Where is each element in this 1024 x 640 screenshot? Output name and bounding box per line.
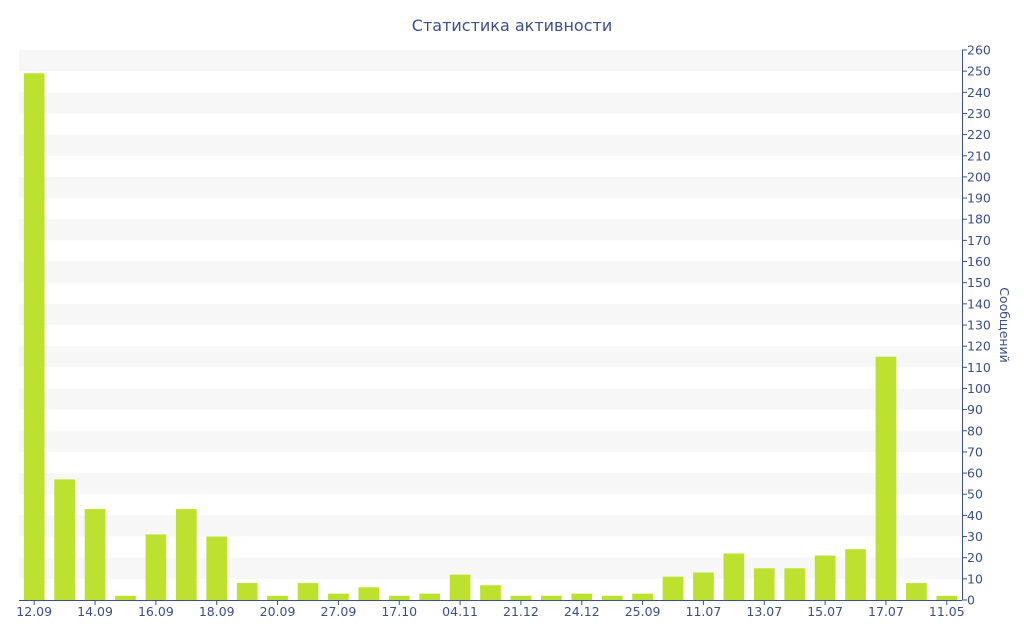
bar-17.09 [175,509,197,600]
bar-04.11 [449,574,471,600]
grid-band [19,473,962,495]
bar-24.12 [571,593,593,600]
x-tick-label: 25.09 [625,604,661,619]
bar-18.09 [206,536,228,600]
chart-title: Статистика активности [412,16,612,35]
y-tick-label: 180 [967,212,991,227]
grid-band [19,303,962,325]
x-tick-label: 17.10 [381,604,417,619]
bar-13.09 [54,479,75,600]
bar-18.07 [906,583,927,600]
y-tick-label: 100 [967,381,991,396]
y-tick-label: 90 [967,402,983,417]
y-tick-label: 110 [967,360,991,375]
bar-17.10 [388,595,410,600]
bar-25.12 [601,595,623,600]
y-tick-label: 0 [967,593,975,608]
y-tick-label: 240 [967,85,991,100]
y-tick-label: 70 [967,444,983,459]
y-tick-label: 60 [967,466,983,481]
y-tick-label: 30 [967,529,983,544]
bar-22.12 [541,595,562,600]
x-tick-label: 12.09 [16,604,52,619]
grid-band [19,261,962,283]
y-tick-label: 120 [967,339,991,354]
x-axis: 12.09 14.09 16.09 18.09 20.09 27.09 17.10 04.11… [16,600,965,619]
bar-15.09 [115,595,136,600]
x-tick-label: 16.09 [138,604,174,619]
y-tick-label: 20 [967,550,983,565]
grid-band [19,176,962,199]
y-tick-label: 160 [967,254,991,269]
bar-14.07 [784,568,806,600]
y-tick-label: 40 [967,508,983,523]
bar-15.07 [814,555,836,600]
bar-12.09 [23,73,45,600]
grid-band [19,50,962,72]
x-tick-label: 11.07 [686,604,722,619]
bar-21.12 [510,595,532,600]
grid-band [19,219,962,241]
grid-band [19,388,962,410]
x-tick-label: 04.11 [442,604,478,619]
grid-band [19,515,962,537]
bar-21.09 [297,583,319,600]
grid-band [19,430,962,452]
bar-16.07 [845,549,866,600]
bar-28.09 [358,587,380,600]
y-tick-label: 130 [967,318,991,333]
y-tick-label: 250 [967,64,991,79]
bar-13.07 [753,568,775,600]
y-axis: 0 10 20 30 40 50 60 70 80 90 100 110 120 130 140 150 160… [962,43,991,608]
x-tick-label: 14.09 [77,604,113,619]
bar-05.11 [480,585,501,600]
x-tick-label: 27.09 [321,604,357,619]
y-axis-title: Сообщений [997,287,1012,363]
y-tick-label: 50 [967,487,983,502]
y-tick-label: 210 [967,148,991,163]
x-tick-label: 24.12 [564,604,600,619]
bar-11.05 [936,595,958,600]
x-tick-label: 15.07 [807,604,843,619]
bar-16.09 [145,534,167,600]
y-tick-label: 200 [967,169,991,184]
bar-14.09 [84,509,106,600]
y-tick-label: 10 [967,571,983,586]
bar-12.07 [723,553,745,600]
y-tick-label: 150 [967,275,991,290]
y-tick-label: 190 [967,191,991,206]
y-tick-label: 80 [967,423,983,438]
y-tick-label: 220 [967,127,991,142]
x-tick-label: 11.05 [929,604,965,619]
y-tick-label: 230 [967,106,991,121]
x-tick-label: 20.09 [260,604,296,619]
x-tick-label: 18.09 [199,604,235,619]
y-tick-label: 260 [967,43,991,58]
bar-20.09 [267,595,288,600]
grid-band [19,134,962,156]
grid-band [19,92,962,114]
grid-band [19,346,962,368]
bar-27.09 [328,593,349,600]
bar-17.07 [875,356,897,600]
bar-series [23,73,958,600]
y-tick-label: 140 [967,296,991,311]
bar-26.09 [662,576,684,600]
bar-18.10 [419,593,441,600]
grid-bands [19,50,962,579]
x-tick-label: 17.07 [868,604,904,619]
bar-11.07 [693,572,714,600]
x-tick-label: 21.12 [503,604,539,619]
bar-19.09 [236,583,258,600]
y-tick-label: 170 [967,233,991,248]
x-tick-label: 13.07 [746,604,782,619]
bar-25.09 [632,593,653,600]
